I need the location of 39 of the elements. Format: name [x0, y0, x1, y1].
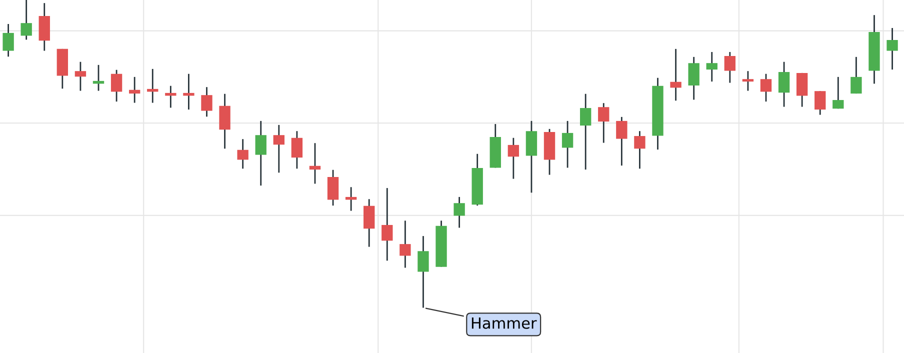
candlestick — [688, 56, 700, 100]
candlestick — [74, 61, 86, 92]
candlestick — [562, 120, 574, 168]
candlestick — [814, 90, 826, 116]
candlestick — [508, 137, 520, 180]
text: Hammer — [472, 318, 537, 329]
candlestick — [400, 220, 411, 268]
candlestick — [742, 70, 754, 92]
candlestick — [165, 85, 176, 108]
candlestick — [616, 116, 628, 166]
candlestick — [724, 51, 736, 84]
candlestick — [706, 51, 718, 82]
candlestick — [255, 120, 266, 186]
candlestick — [237, 138, 248, 170]
candlestick — [778, 61, 790, 108]
candlestick — [2, 23, 14, 58]
candlestick — [580, 93, 592, 170]
candlestick — [886, 27, 898, 70]
candlestick — [598, 102, 610, 144]
candlestick — [760, 73, 772, 102]
candlestick — [454, 196, 465, 228]
candlestick — [110, 69, 122, 102]
candlestick — [850, 56, 862, 94]
candlestick — [327, 169, 339, 206]
candlestick — [273, 124, 284, 174]
candlestick — [418, 235, 429, 308]
candlestick — [309, 142, 321, 184]
candlestick — [670, 48, 682, 102]
candlestick — [832, 76, 844, 110]
candlestick — [291, 130, 303, 170]
candlestick — [20, 0, 32, 40]
candlestick — [634, 130, 646, 170]
candlestick — [796, 72, 808, 108]
candlestick — [128, 76, 140, 104]
candlestick — [183, 73, 194, 110]
candlestick — [201, 86, 212, 118]
candlestick — [382, 187, 393, 262]
candlestick — [219, 93, 230, 150]
candlestick — [364, 198, 375, 248]
